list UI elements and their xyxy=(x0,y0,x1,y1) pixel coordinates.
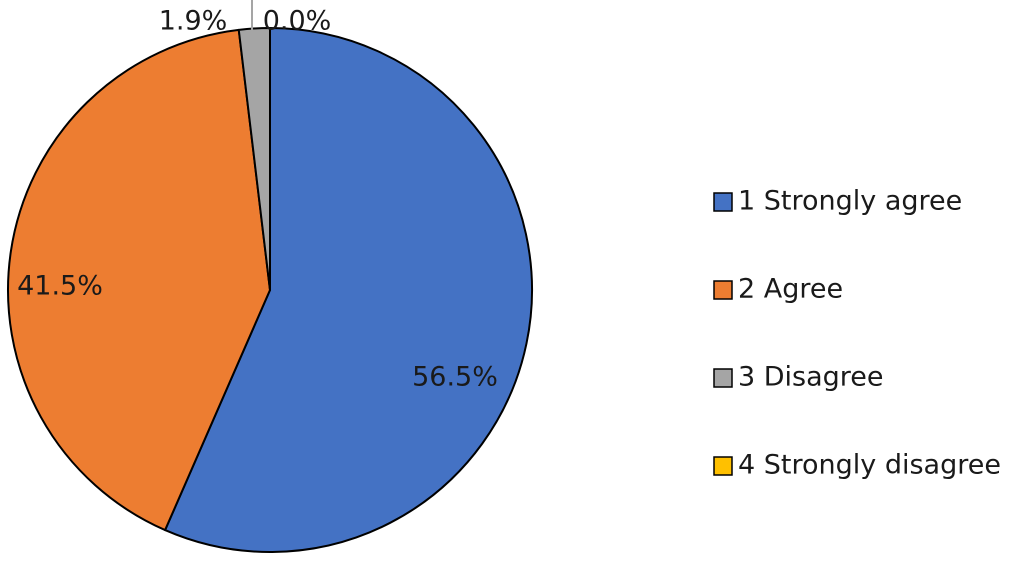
legend-swatch-1-strongly-agree xyxy=(713,192,733,212)
legend-swatch-4-strongly-disagree xyxy=(713,456,733,476)
data-label-4-strongly-disagree: 0.0% xyxy=(263,6,332,37)
leader-lines xyxy=(251,0,253,31)
pie-slice-2-agree xyxy=(7,28,271,532)
legend: 1 Strongly agree 2 Agree 3 Disagree 4 Stron… xyxy=(713,186,1001,481)
data-labels: 56.5% 41.5% 1.9% 0.0% xyxy=(17,6,498,393)
pie-slice-3-disagree xyxy=(237,27,271,291)
pie-slice-1-strongly-agree xyxy=(164,27,533,553)
pie-slices xyxy=(7,27,533,553)
legend-label-3-disagree: 3 Disagree xyxy=(738,362,884,393)
data-label-1-strongly-agree: 56.5% xyxy=(412,362,498,393)
data-label-2-agree: 41.5% xyxy=(17,271,103,302)
leader-line-4-strongly-disagree xyxy=(251,0,253,31)
data-label-3-disagree: 1.9% xyxy=(159,6,228,37)
legend-swatch-3-disagree xyxy=(713,368,733,388)
legend-swatch-2-agree xyxy=(713,280,733,300)
legend-label-2-agree: 2 Agree xyxy=(738,274,843,305)
legend-label-1-strongly-agree: 1 Strongly agree xyxy=(738,186,962,217)
legend-label-4-strongly-disagree: 4 Strongly disagree xyxy=(738,450,1001,481)
